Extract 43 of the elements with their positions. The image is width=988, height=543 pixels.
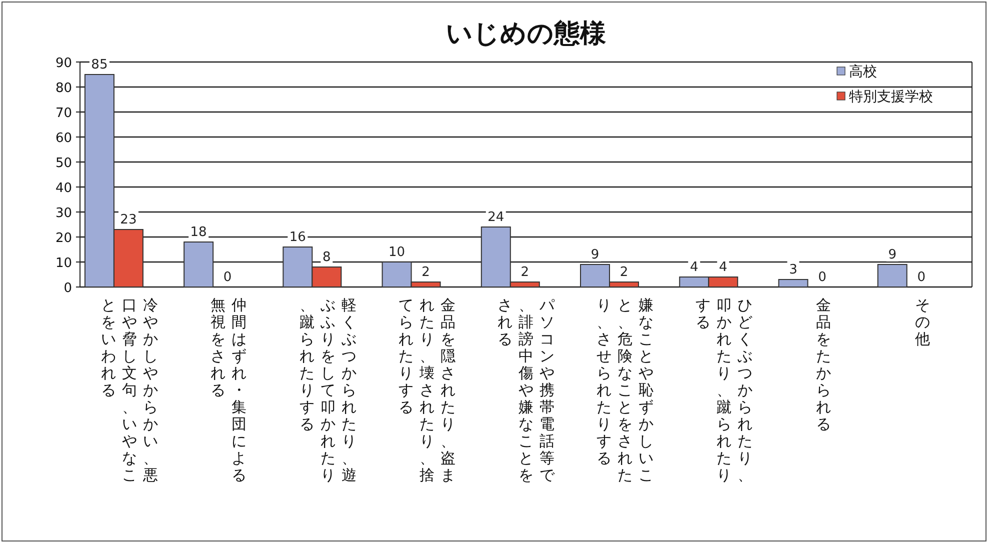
category-label: 金品を隠されたり、盗まれたり、壊されたり、捨てられたりする bbox=[398, 296, 456, 484]
legend-label: 特別支援学校 bbox=[849, 89, 933, 105]
y-tick-label: 50 bbox=[55, 156, 72, 171]
y-tick-label: 60 bbox=[55, 131, 72, 146]
y-tick-label: 30 bbox=[55, 206, 72, 221]
data-label: 3 bbox=[789, 262, 798, 278]
data-label: 24 bbox=[488, 210, 504, 225]
y-tick-label: 90 bbox=[55, 56, 72, 71]
category-label: 冷やかしやからかい、悪口や脅し文句、いやなことをいわれる bbox=[101, 296, 158, 484]
category-label: 軽くぶつかられたり、遊ぶふりをして叩かれたり、蹴られたりする bbox=[299, 296, 356, 484]
data-label: 2 bbox=[620, 265, 628, 280]
data-label: 9 bbox=[590, 248, 600, 262]
legend-label: 高校 bbox=[849, 64, 877, 80]
category-label: パソコンや携帯電話等で、誹謗中傷や嫌なことをされる bbox=[498, 296, 554, 484]
y-tick-label: 40 bbox=[55, 181, 72, 196]
data-label: 0 bbox=[818, 270, 826, 285]
data-label: 23 bbox=[120, 212, 137, 228]
data-label: 8 bbox=[322, 250, 331, 265]
y-tick-label: 20 bbox=[55, 231, 72, 246]
category-label: ひどくぶつかられたり、叩かれたり、蹴られたりする bbox=[696, 296, 753, 484]
x-tick-label: 金品をたかられる bbox=[814, 296, 832, 435]
data-label: 4 bbox=[718, 260, 728, 275]
chart-title: いじめの態様 bbox=[446, 19, 607, 49]
y-tick-label: 80 bbox=[55, 81, 72, 96]
category-label: 仲間はずれ・集団による無視をされる bbox=[210, 296, 247, 484]
data-label: 2 bbox=[422, 265, 430, 280]
bar bbox=[184, 242, 214, 288]
data-label: 2 bbox=[520, 265, 530, 280]
data-label: 0 bbox=[223, 270, 232, 285]
data-label: 18 bbox=[190, 225, 207, 240]
data-label: 16 bbox=[289, 230, 306, 245]
y-tick-label: 70 bbox=[55, 106, 72, 121]
data-label: 0 bbox=[917, 270, 926, 285]
data-label: 4 bbox=[690, 260, 698, 275]
data-label: 10 bbox=[388, 245, 406, 260]
bar bbox=[877, 264, 908, 288]
data-label: 85 bbox=[91, 58, 108, 72]
y-tick-label: 0 bbox=[64, 281, 72, 296]
data-label: 9 bbox=[888, 248, 896, 262]
x-tick-label: その他 bbox=[914, 296, 931, 350]
bar bbox=[778, 279, 808, 288]
category-label: 嫌なことや恥ずかしいこと、危険なことをされたり、させられたりする bbox=[596, 296, 654, 484]
y-tick-label: 10 bbox=[55, 256, 72, 271]
